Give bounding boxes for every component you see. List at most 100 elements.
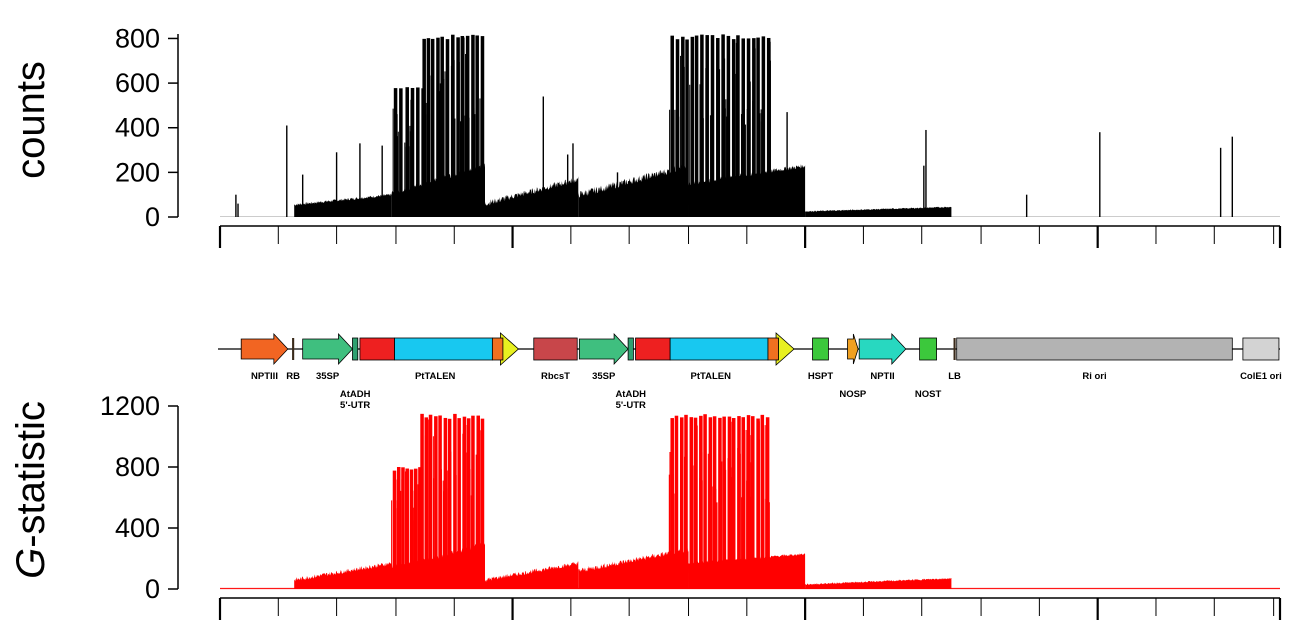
coverage-area: [485, 176, 579, 217]
feature-label: NOST: [915, 389, 942, 400]
feature-35sp: 35SP: [578, 332, 629, 382]
peak-bar: [675, 39, 680, 217]
feature-nptiii: NPTIII: [240, 332, 289, 382]
talen-center: [669, 337, 769, 361]
peak-bar: [722, 416, 726, 589]
feature-label: PtTALEN: [691, 371, 732, 382]
peak-bar: [447, 418, 452, 589]
gstat-ylabel: G-statistic: [9, 401, 53, 579]
feature-rbcst: RbcsT: [533, 337, 578, 382]
coverage-area: [805, 206, 952, 217]
y-tick-label: 0: [145, 202, 160, 232]
peak-bar: [443, 417, 448, 589]
peak-bar: [409, 469, 414, 589]
feature-label: LB: [948, 371, 961, 382]
feature-arrow: [847, 333, 859, 365]
coverage-area: [294, 562, 392, 589]
peak-bar: [422, 38, 426, 218]
counts-y-ticks: 0 200 400 600 800: [115, 23, 178, 232]
counts-ylabel: counts: [9, 61, 53, 179]
peak-bar: [399, 88, 403, 217]
peak-bar: [712, 416, 717, 589]
peak-bar: [410, 87, 415, 217]
talen-arrow: [500, 332, 520, 366]
feature-arrow: [240, 332, 289, 366]
feature-label: AtADH: [340, 389, 371, 400]
feature-box: [627, 337, 634, 361]
feature-box: [812, 337, 829, 361]
peak-bar: [670, 35, 674, 218]
counts-bars: [220, 34, 1280, 218]
feature-box: [1242, 337, 1280, 361]
peak-bar: [674, 415, 679, 589]
peak-bar: [751, 416, 755, 589]
feature-label: RB: [286, 371, 300, 382]
feature-bar: [953, 338, 956, 360]
feature-arrow: [302, 332, 354, 366]
y-tick-label: 600: [115, 68, 160, 98]
feature-label: RbcsT: [541, 371, 570, 382]
peak-bar: [699, 415, 703, 589]
feature-label: NPTII: [870, 371, 894, 382]
peak-bar: [727, 416, 732, 589]
feature-lb: LB: [948, 338, 961, 382]
peak-bar: [396, 467, 401, 589]
peak-bar: [428, 414, 433, 589]
feature-arrow: [578, 332, 629, 366]
peak-bar: [693, 417, 698, 589]
feature-label: 35SP: [316, 371, 340, 382]
y-tick-label: 400: [115, 513, 160, 543]
peak-bar: [465, 35, 470, 218]
peak-bar: [460, 35, 465, 218]
feature-label: HSPT: [808, 371, 834, 382]
peak-bar: [766, 37, 771, 218]
feature-label: AtADH: [615, 389, 646, 400]
gstat-bars: [220, 413, 1280, 590]
feature-label: PtTALEN: [415, 371, 456, 382]
feature-bar: [292, 338, 295, 360]
feature-label: ColE1 ori: [1240, 371, 1282, 382]
y-tick-label: 800: [115, 23, 160, 53]
feature-nosp: NOSP: [839, 333, 867, 400]
feature-label: Ri ori: [1082, 371, 1106, 382]
peak-bar: [681, 36, 685, 218]
peak-bar: [434, 416, 438, 589]
feature-label: NOSP: [839, 389, 867, 400]
talen-left: [635, 337, 671, 361]
feature-label: 35SP: [592, 371, 616, 382]
coverage-area: [688, 164, 806, 217]
gstat-x-axis: [218, 597, 1282, 620]
talen-arrow: [775, 332, 795, 366]
feature-arrow: [858, 332, 907, 366]
peak-bar: [741, 38, 745, 217]
peak-bar: [405, 468, 409, 589]
feature-rb: RB: [286, 338, 300, 382]
peak-bar: [405, 87, 409, 217]
peak-bar: [694, 35, 699, 217]
feature-ri-ori: Ri ori: [956, 337, 1233, 382]
gstat-ylabel-italic: G: [9, 548, 53, 579]
gstat-ylabel-rest: -statistic: [9, 401, 53, 548]
coverage-area: [485, 561, 579, 589]
feature-box: [352, 337, 359, 361]
counts-x-axis: [218, 225, 1282, 248]
y-tick-label: 200: [115, 157, 160, 187]
y-tick-label: 400: [115, 113, 160, 143]
peak-bar: [392, 470, 397, 589]
gstat-y-ticks: 0 400 800 1200: [100, 391, 178, 604]
feature-pttalen: PtTALEN: [359, 332, 520, 382]
peak-bar: [746, 38, 751, 217]
peak-bar: [765, 417, 770, 589]
peak-bar: [731, 418, 736, 589]
feature-nptii: NPTII: [858, 332, 907, 382]
coverage-area: [294, 193, 392, 217]
feature-hspt: HSPT: [808, 337, 834, 382]
coverage-area: [578, 547, 689, 589]
feature-pttalen: PtTALEN: [635, 332, 795, 382]
coverage-area: [805, 577, 952, 589]
coverage-area: [688, 553, 806, 589]
talen-right: [491, 337, 504, 361]
